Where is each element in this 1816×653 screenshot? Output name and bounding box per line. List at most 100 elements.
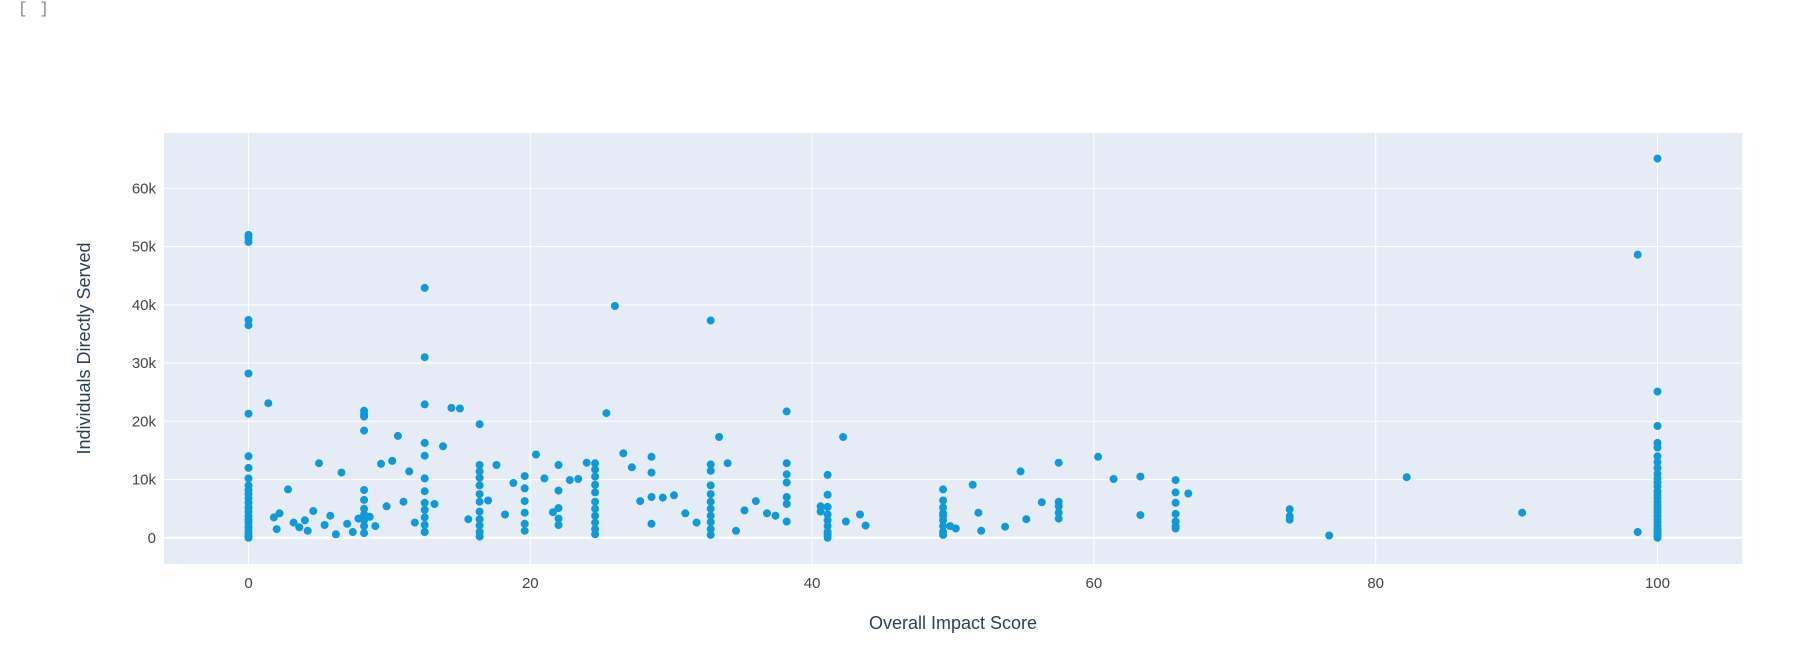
data-point — [706, 481, 715, 490]
data-point — [264, 399, 273, 408]
data-point — [295, 523, 304, 532]
data-point — [1184, 489, 1193, 498]
data-point — [484, 496, 493, 505]
data-point — [939, 503, 948, 512]
data-point — [244, 516, 253, 525]
data-point — [565, 476, 574, 485]
data-point — [420, 528, 429, 536]
data-point — [591, 530, 600, 539]
data-point — [740, 506, 749, 515]
data-point — [951, 524, 960, 533]
y-axis-ticks: 0 10k 20k 30k 40k 50k 60k — [132, 180, 157, 546]
data-point — [520, 519, 529, 528]
data-point — [1054, 508, 1063, 517]
data-point — [520, 472, 529, 481]
data-point — [520, 508, 529, 517]
data-point — [269, 513, 278, 522]
data-point — [420, 487, 429, 496]
data-point — [1325, 531, 1334, 540]
y-tick-label: 0 — [148, 530, 156, 547]
data-point — [1633, 528, 1642, 536]
data-point — [1016, 467, 1025, 476]
data-point — [244, 452, 253, 461]
data-point — [939, 530, 948, 539]
data-point — [430, 500, 439, 508]
data-point — [475, 467, 484, 476]
data-point — [554, 521, 563, 529]
y-axis-title: Individuals Directly Served — [74, 242, 94, 454]
data-point — [420, 505, 429, 514]
cell-prompt: [ ] — [18, 0, 50, 18]
data-point — [681, 509, 690, 518]
data-point — [275, 509, 284, 518]
data-point — [706, 460, 715, 469]
data-point — [610, 302, 619, 310]
x-tick-label: 20 — [522, 575, 539, 592]
data-point — [1633, 250, 1642, 259]
data-point — [540, 474, 549, 483]
y-tick-label: 40k — [132, 297, 157, 314]
data-point — [554, 461, 563, 469]
data-point — [548, 508, 557, 517]
data-point — [309, 507, 318, 515]
data-point — [439, 442, 447, 451]
data-point — [475, 420, 484, 429]
data-point — [360, 495, 369, 504]
data-point — [501, 510, 509, 519]
data-point — [1022, 515, 1031, 524]
y-tick-label: 20k — [132, 413, 157, 430]
data-point — [823, 490, 832, 499]
data-point — [331, 530, 340, 539]
data-point — [284, 485, 292, 494]
data-point — [509, 479, 518, 487]
data-point — [823, 502, 832, 511]
data-point — [591, 465, 600, 474]
gridlines — [164, 133, 1742, 564]
data-point — [475, 532, 484, 541]
y-tick-label: 30k — [132, 355, 157, 372]
data-point — [751, 497, 760, 506]
data-point — [554, 514, 563, 523]
data-point — [591, 459, 600, 468]
data-point — [244, 409, 253, 418]
data-point — [1171, 509, 1180, 518]
data-point — [692, 518, 701, 527]
x-axis-title: Overall Impact Score — [869, 613, 1037, 633]
data-point — [455, 404, 464, 413]
data-point — [360, 412, 369, 421]
data-point — [315, 459, 323, 468]
data-point — [377, 459, 385, 468]
data-point — [706, 490, 715, 499]
data-point — [371, 522, 380, 531]
x-tick-label: 100 — [1645, 575, 1670, 592]
data-point — [706, 525, 715, 534]
data-point — [1653, 387, 1662, 396]
data-point — [554, 504, 563, 513]
x-tick-label: 80 — [1367, 575, 1384, 592]
data-point — [782, 459, 791, 468]
data-point — [388, 456, 397, 465]
data-point — [520, 484, 529, 493]
data-point — [591, 488, 600, 497]
data-point — [823, 522, 832, 531]
data-point — [823, 470, 832, 479]
data-point — [647, 519, 656, 528]
data-point — [244, 369, 253, 378]
data-point — [399, 497, 408, 506]
data-point — [771, 511, 780, 520]
data-point — [823, 533, 832, 542]
data-point — [658, 493, 667, 502]
data-point — [348, 528, 357, 536]
x-tick-label: 40 — [804, 575, 821, 592]
data-point — [823, 516, 832, 525]
data-point — [1037, 498, 1046, 507]
data-point — [627, 463, 636, 472]
x-tick-label: 60 — [1086, 575, 1103, 592]
data-point — [839, 433, 848, 441]
data-point — [420, 353, 429, 362]
data-point — [939, 516, 948, 525]
data-point — [520, 497, 529, 506]
data-point — [244, 237, 253, 246]
data-point — [475, 481, 484, 490]
data-point — [420, 451, 429, 460]
